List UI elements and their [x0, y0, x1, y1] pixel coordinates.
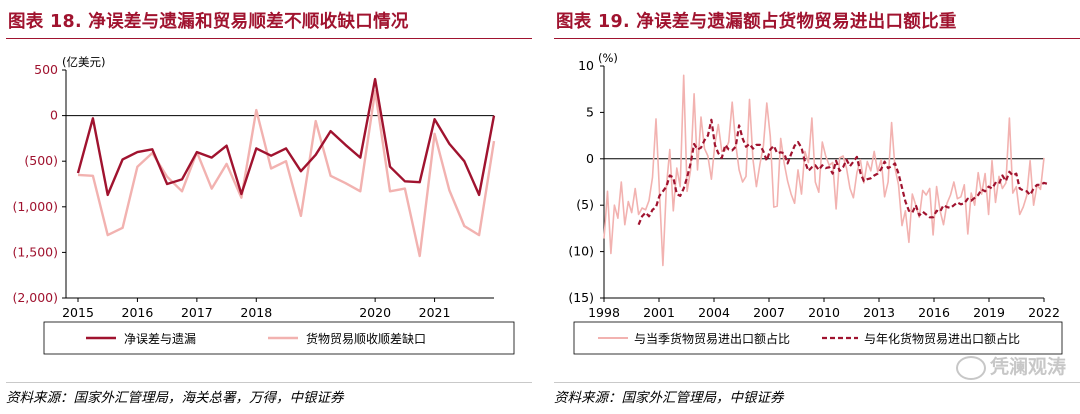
series-line-quarterly-share — [603, 74, 1045, 267]
x-tick-label: 2019 — [973, 305, 1005, 320]
y-tick-label: (1,500) — [12, 244, 58, 259]
y-unit-label: (%) — [598, 51, 618, 65]
title-rule — [554, 38, 1080, 39]
wechat-icon — [955, 355, 986, 380]
legend-label: 与当季货物贸易进出口额占比 — [634, 331, 790, 346]
source-note: 资料来源：国家外汇管理局，中银证券 — [554, 390, 784, 406]
legend-label: 净误差与遗漏 — [124, 332, 196, 346]
x-tick-label: 1998 — [588, 305, 620, 320]
x-tick-label: 2004 — [698, 305, 730, 320]
legend-label: 货物贸易顺收顺差缺口 — [306, 331, 426, 346]
y-tick-label: (15) — [568, 290, 594, 305]
x-tick-label: 2017 — [181, 305, 213, 320]
watermark-text: 凭澜观涛 — [989, 356, 1066, 378]
y-tick-label: 5 — [586, 104, 594, 119]
panel-right: 图表 19. 净误差与遗漏额占货物贸易进出口额比重 (%) 10 5 0 (5) (10… — [548, 0, 1080, 414]
x-tick-label: 2020 — [359, 305, 391, 320]
chart-box-left: (亿美元) 500 0 (500) (1,000) (1,500) (2,000) 2015… — [6, 40, 532, 383]
x-tick-label: 2010 — [808, 305, 840, 320]
title-rule — [6, 38, 532, 39]
series-line-net-error — [76, 77, 496, 197]
x-tick-label: 2016 — [122, 305, 154, 320]
y-tick-label: 500 — [34, 62, 58, 77]
chart-title: 图表 19. 净误差与遗漏额占货物贸易进出口额比重 — [556, 12, 957, 32]
x-tick-label: 2001 — [643, 305, 675, 320]
series-line-annualized-share — [637, 118, 1048, 226]
legend-box — [573, 321, 1063, 355]
watermark: 凭澜观涛 — [955, 352, 1066, 380]
chart-right: (%) 10 5 0 (5) (10) (15)1998 2001 2004 2007 2010 2… — [568, 51, 1063, 355]
legend-label: 与年化货物贸易进出口额占比 — [864, 331, 1020, 346]
x-tick-label: 2015 — [62, 305, 94, 320]
y-tick-label: (1,000) — [12, 199, 58, 214]
series-line-trade-gap — [77, 89, 496, 258]
panel-left: 图表 18. 净误差与遗漏和贸易顺差不顺收缺口情况 (亿美元) 500 0 (500… — [0, 0, 532, 414]
y-tick-label: 0 — [586, 151, 594, 166]
y-unit-label: (亿美元) — [62, 55, 105, 69]
y-tick-label: (2,000) — [12, 290, 58, 305]
x-tick-label: 2021 — [419, 305, 451, 320]
y-tick-label: (500) — [24, 153, 58, 168]
chart-left: (亿美元) 500 0 (500) (1,000) (1,500) (2,000) 2015… — [12, 55, 515, 355]
x-tick-label: 2007 — [753, 305, 785, 320]
y-tick-label: (10) — [568, 244, 594, 259]
y-tick-label: 0 — [50, 108, 58, 123]
legend-box — [43, 321, 515, 355]
x-tick-label: 2018 — [240, 305, 272, 320]
y-tick-label: (5) — [576, 197, 594, 212]
chart-title: 图表 18. 净误差与遗漏和贸易顺差不顺收缺口情况 — [8, 12, 409, 32]
chart-box-right: (%) 10 5 0 (5) (10) (15) 1998 2001 2004 2007 2010 2… — [554, 40, 1080, 383]
y-tick-label: 10 — [578, 58, 594, 73]
source-note: 资料来源：国家外汇管理局，海关总署，万得，中银证券 — [6, 390, 344, 406]
x-tick-label: 2022 — [1028, 305, 1060, 320]
x-tick-label: 2016 — [918, 305, 950, 320]
x-tick-label: 2013 — [863, 305, 895, 320]
